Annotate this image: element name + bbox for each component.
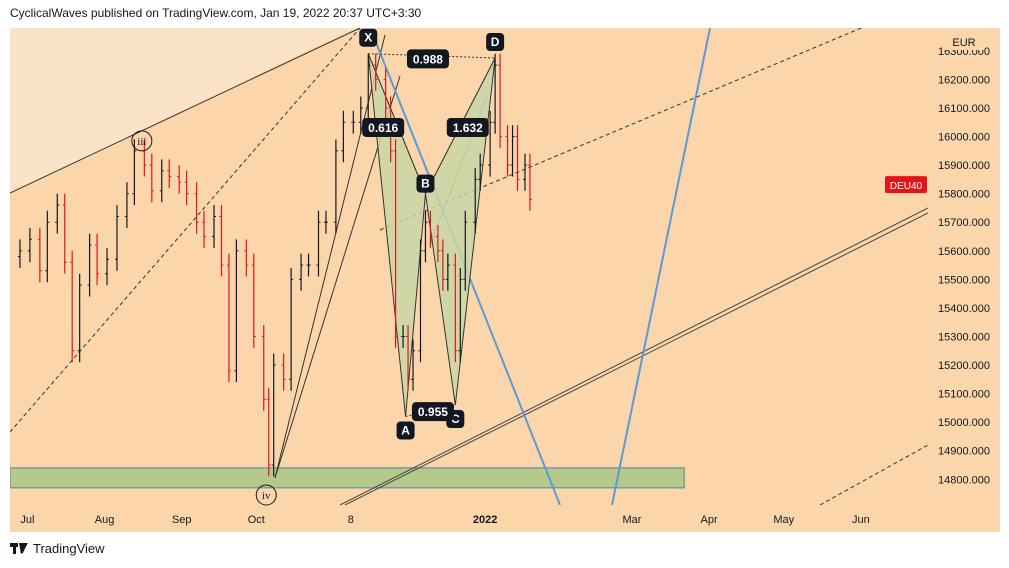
time-tick-label: May [773, 514, 794, 526]
price-axis-background [928, 28, 1000, 505]
support-zone [10, 467, 685, 489]
price-tick-label: 15300.000 [938, 331, 990, 343]
price-tick-label: 15500.000 [938, 274, 990, 286]
channel-upper-zone [10, 28, 355, 193]
point-label-c: C [451, 412, 460, 426]
point-label-x: X [364, 31, 372, 45]
point-badge-x [359, 28, 378, 47]
point-label-a: A [401, 423, 410, 437]
time-axis-background [10, 505, 1000, 532]
price-tick-label: 15600.000 [938, 246, 990, 258]
time-tick-label: Mar [622, 514, 641, 526]
price-tick-label: 15900.000 [938, 160, 990, 172]
projection-line-up [611, 28, 711, 505]
point-label-d: D [491, 35, 500, 49]
harmonic-ratio-xb [367, 53, 426, 194]
channel-line-lower-a [339, 207, 928, 505]
price-tick-label: 16100.000 [938, 103, 990, 115]
price-tick-label: 15100.000 [938, 389, 990, 401]
time-tick-label: Jul [20, 514, 34, 526]
ratio-label: 0.988 [413, 52, 443, 66]
wave-circle-iii [131, 130, 153, 152]
price-tick-label: 14800.000 [938, 474, 990, 486]
rising-channel-left [274, 34, 386, 479]
ratio-label: 0.955 [418, 405, 448, 419]
ratio-badge [411, 402, 454, 422]
ratio-label: 1.632 [453, 121, 483, 135]
price-tick-label: 15400.000 [938, 303, 990, 315]
price-tick-label: 15000.000 [938, 417, 990, 429]
time-tick-label: Jun [852, 514, 870, 526]
footer: TradingView [10, 541, 105, 556]
currency-label: EUR [952, 37, 975, 49]
price-tick-label: 14900.000 [938, 446, 990, 458]
symbol-price-tag [885, 176, 927, 194]
point-badge-d [486, 32, 505, 51]
ratio-badge [362, 117, 405, 137]
time-tick-label: 8 [348, 514, 354, 526]
time-tick-label: Apr [701, 514, 718, 526]
time-tick-label: Oct [248, 514, 265, 526]
price-tick-label: 16200.000 [938, 74, 990, 86]
channel-line-mid [10, 28, 361, 433]
ratio-label: 0.616 [368, 121, 398, 135]
time-tick-label: Sep [172, 514, 192, 526]
point-label-b: B [421, 177, 430, 191]
wave-label-iv: iv [262, 490, 271, 502]
price-tick-label: 15700.000 [938, 217, 990, 229]
price-tick-label: 15800.000 [938, 189, 990, 201]
time-tick-label: 2022 [473, 514, 497, 526]
currency-badge [944, 34, 984, 50]
price-tick-label: 15200.000 [938, 360, 990, 372]
footer-brand: TradingView [33, 541, 105, 556]
channel-line-upper [10, 28, 361, 194]
harmonic-ratio-xd [368, 53, 496, 59]
point-badge-b [416, 174, 435, 193]
time-tick-label: Aug [95, 514, 115, 526]
price-tick-label: 16000.000 [938, 132, 990, 144]
point-badge-a [396, 421, 415, 440]
wave-circle-iv [255, 484, 277, 506]
channel-line-lower-b [344, 212, 928, 505]
ratio-badge [406, 49, 449, 69]
tradingview-logo-icon [10, 542, 28, 555]
publish-caption: CyclicalWaves published on TradingView.c… [10, 6, 422, 20]
ratio-badge [446, 117, 489, 137]
symbol-label: DEU40 [890, 181, 923, 192]
wave-label-iii: iii [137, 136, 146, 148]
